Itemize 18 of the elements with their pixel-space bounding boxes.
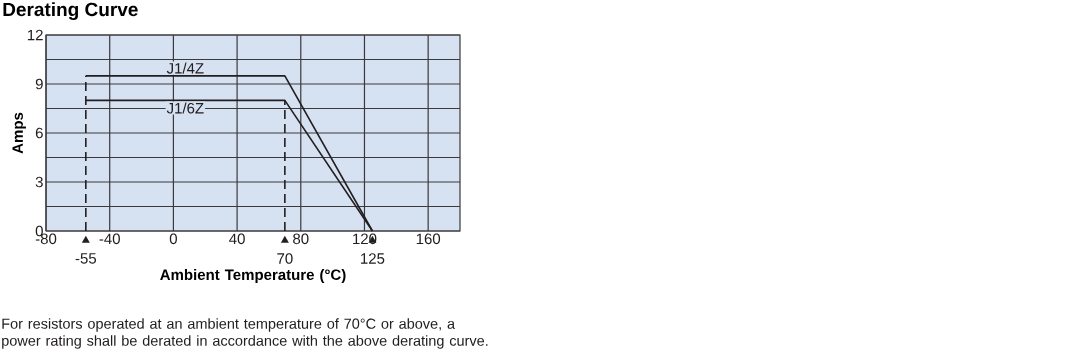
chart-title: Derating Curve — [3, 2, 138, 20]
x-tick-label: 80 — [293, 233, 309, 245]
y-tick-label: 6 — [35, 127, 43, 139]
x-tick-label: 160 — [416, 233, 441, 245]
x-tick-label: -40 — [99, 233, 120, 245]
annotation: 70 — [277, 253, 293, 264]
y-tick-label: 3 — [35, 176, 43, 188]
text: For resistors operated at an ambient temperature of 70°C or above, a power rating shall be derated in accordance with the above derating curve. — [2, 318, 488, 349]
series-label: J1/4Z — [166, 62, 204, 74]
series-label: J1/6Z — [166, 102, 204, 114]
y-tick-label: 9 — [35, 78, 43, 90]
annotation: 125 — [361, 253, 385, 264]
x-tick-label: 0 — [169, 233, 177, 245]
x-axis-title: Ambient Temperature (°C) — [160, 269, 346, 283]
annotation: -55 — [75, 253, 97, 264]
x-tick-label: 40 — [229, 233, 245, 245]
y-axis-title: Amps — [12, 112, 26, 154]
y-tick-label: 12 — [27, 29, 43, 41]
